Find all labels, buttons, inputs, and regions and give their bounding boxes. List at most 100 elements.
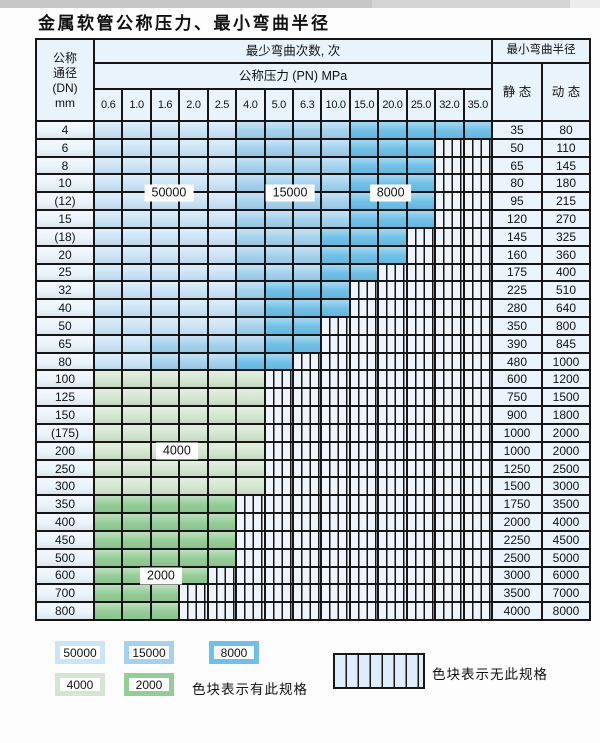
spec-cell-unavailable <box>379 514 406 530</box>
spec-cell <box>123 228 150 245</box>
spec-cell-unavailable <box>379 549 406 566</box>
spec-cell <box>180 424 207 441</box>
spec-cell <box>95 318 122 334</box>
spec-cell <box>95 282 122 299</box>
spec-cell <box>180 353 207 370</box>
spec-cell-unavailable <box>294 442 321 459</box>
spec-cell-unavailable <box>294 478 321 495</box>
spec-cell <box>265 264 292 281</box>
spec-cell-unavailable <box>464 496 491 513</box>
spec-cell-unavailable <box>407 478 435 495</box>
spec-cell-unavailable <box>294 549 321 566</box>
legend-swatch-4000: 4000 <box>55 673 105 696</box>
spec-cell <box>379 211 406 227</box>
spec-cell-unavailable <box>436 442 463 459</box>
spec-cell-unavailable <box>436 389 463 406</box>
spec-cell-unavailable <box>294 514 321 530</box>
spec-cell <box>123 282 150 299</box>
spec-cell-unavailable <box>464 228 491 245</box>
dynamic-value-cell: 7000 <box>543 585 589 602</box>
spec-cell <box>208 460 236 477</box>
spec-cell-unavailable <box>208 567 236 584</box>
spec-cell <box>322 157 349 174</box>
cycle-count-label: 8000 <box>369 184 412 202</box>
spec-cell-unavailable <box>407 264 435 281</box>
spec-cell <box>180 335 207 352</box>
spec-cell <box>294 246 321 263</box>
spec-cell <box>95 585 122 602</box>
spec-cell-unavailable <box>350 353 378 370</box>
dn-cell: 50 <box>37 318 93 334</box>
static-value-cell: 120 <box>493 211 541 227</box>
dn-cell: 400 <box>37 514 93 530</box>
spec-cell-unavailable <box>208 585 236 602</box>
spec-cell-unavailable <box>265 371 292 388</box>
spec-cell-unavailable <box>436 567 463 584</box>
spec-cell <box>95 389 122 406</box>
spec-cell-unavailable <box>322 496 349 513</box>
spec-cell-unavailable <box>350 496 378 513</box>
spec-cell <box>180 567 207 584</box>
spec-cell <box>95 157 122 174</box>
spec-cell <box>322 300 349 317</box>
spec-cell <box>407 157 435 174</box>
spec-cell <box>322 122 349 138</box>
static-value-cell: 3500 <box>493 585 541 602</box>
spec-cell-unavailable <box>350 407 378 423</box>
spec-cell <box>95 139 122 156</box>
spec-cell <box>151 531 179 548</box>
dynamic-value-cell: 1000 <box>543 353 589 370</box>
spec-cell-unavailable <box>464 478 491 495</box>
static-value-cell: 900 <box>493 407 541 423</box>
spec-cell-unavailable <box>379 424 406 441</box>
page-title: 金属软管公称压力、最小弯曲半径 <box>38 14 331 34</box>
dynamic-value-cell: 8000 <box>543 603 589 619</box>
legend-swatch-50000: 50000 <box>55 641 105 664</box>
spec-cell <box>407 139 435 156</box>
static-value-cell: 3000 <box>493 567 541 584</box>
spec-cell-unavailable <box>407 228 435 245</box>
spec-cell <box>95 264 122 281</box>
pressure-col-header: 25.0 <box>407 90 435 120</box>
spec-cell <box>180 389 207 406</box>
dynamic-value-cell: 1200 <box>543 371 589 388</box>
spec-cell-unavailable <box>322 514 349 530</box>
dynamic-value-cell: 80 <box>543 122 589 138</box>
spec-cell <box>95 353 122 370</box>
spec-cell <box>294 264 321 281</box>
spec-cell <box>379 246 406 263</box>
spec-cell-unavailable <box>322 585 349 602</box>
pressure-col-header: 0.6 <box>95 90 122 120</box>
spec-cell-unavailable <box>350 389 378 406</box>
spec-cell <box>180 496 207 513</box>
dn-cell: 25 <box>37 264 93 281</box>
spec-cell <box>180 264 207 281</box>
spec-cell <box>208 157 236 174</box>
spec-cell <box>407 193 435 210</box>
spec-cell <box>237 193 264 210</box>
pressure-col-header: 2.5 <box>208 90 236 120</box>
dn-cell: 350 <box>37 496 93 513</box>
dynamic-header: 动 态 <box>543 64 589 120</box>
spec-cell-unavailable <box>294 496 321 513</box>
static-value-cell: 350 <box>493 318 541 334</box>
spec-cell <box>237 282 264 299</box>
spec-cell-unavailable <box>436 424 463 441</box>
spec-cell-unavailable <box>436 335 463 352</box>
spec-cell-unavailable <box>464 567 491 584</box>
spec-cell-unavailable <box>436 139 463 156</box>
pressure-col-header: 6.3 <box>294 90 321 120</box>
dynamic-value-cell: 215 <box>543 193 589 210</box>
spec-cell <box>123 460 150 477</box>
spec-cell-unavailable <box>265 585 292 602</box>
spec-cell <box>151 264 179 281</box>
spec-cell <box>151 300 179 317</box>
spec-cell <box>294 139 321 156</box>
static-value-cell: 1000 <box>493 424 541 441</box>
spec-cell <box>95 175 122 192</box>
dynamic-value-cell: 2000 <box>543 442 589 459</box>
spec-cell <box>180 318 207 334</box>
spec-cell-unavailable <box>436 264 463 281</box>
scan-edge-strip <box>0 0 600 8</box>
static-value-cell: 1500 <box>493 478 541 495</box>
